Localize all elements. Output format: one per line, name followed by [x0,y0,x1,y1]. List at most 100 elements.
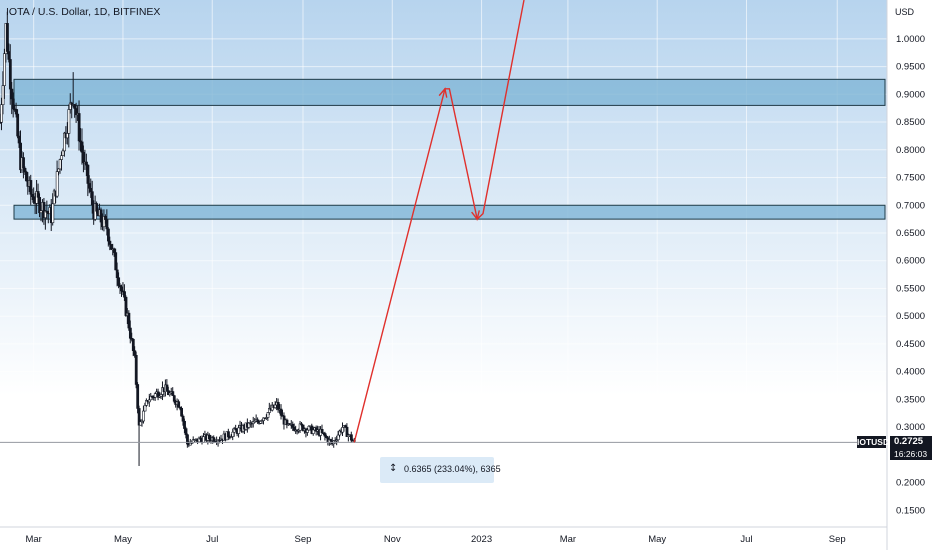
time-axis[interactable]: Mar May Jul Sep Nov 2023 Mar May Jul Sep [25,534,845,545]
candle-body [142,410,145,422]
time-tick-label: Jul [206,534,218,545]
candle-body [184,428,188,435]
candle-body [29,180,33,195]
price-tick-label: 0.7500 [896,173,925,184]
candle-body [181,415,185,422]
candle-body [202,436,205,443]
candle-body [208,434,211,440]
candle-body [311,429,315,434]
candle-body [86,164,90,184]
time-tick-label: Sep [295,534,312,545]
price-tick-label: 0.5000 [896,311,925,322]
price-tick-label: 0.4000 [896,367,925,378]
candle-body [180,407,183,417]
candle-body [85,161,88,166]
candle-body [171,391,175,396]
candle-body [276,401,280,410]
price-tick-label: 1.0000 [896,34,925,45]
candle-body [0,104,3,123]
candle-body [108,240,112,245]
candle-body [114,252,118,271]
time-tick-label: Sep [829,534,846,545]
candle-body [273,404,277,408]
candle-body [51,203,55,224]
symbol-label: IOTUSD [857,436,890,448]
candle-body [7,51,11,60]
candle-body [22,157,25,169]
price-tick-label: 0.1500 [896,505,925,516]
candle-body [345,426,349,437]
price-tick-label: 0.2000 [896,478,925,489]
candle-body [25,171,28,182]
price-tick-label: 0.8500 [896,117,925,128]
candle-body [1,85,5,105]
measure-text: 0.6365 (233.04%), 6365 [404,464,501,474]
candle-body [67,109,71,134]
candle-body [115,269,119,278]
candle-body [6,23,9,52]
candle-body [186,434,189,445]
candle-body [262,417,265,421]
time-tick-label: Mar [560,534,576,545]
candle-body [133,350,137,356]
candle-body [120,286,123,292]
candle-body [131,338,135,351]
candle-body [17,135,21,144]
candle-body [112,248,116,253]
price-tick-label: 0.6500 [896,228,925,239]
candle-body [99,209,103,223]
last-price-value: 0.2725 [894,436,924,447]
candle-body [341,427,345,433]
price-tick-label: 0.9500 [896,62,925,73]
candle-body [3,53,6,86]
candle-body [285,419,289,426]
candle-body [23,167,27,173]
candle-body [232,428,236,433]
projection-arrows[interactable] [353,0,525,443]
candle-body [61,150,65,156]
candle-body [8,59,12,90]
currency-label: USD [895,7,915,17]
candlestick-series [0,11,356,466]
price-axis[interactable]: 1.0000 0.9500 0.9000 0.8500 0.8000 0.7500 0.70… [896,34,925,517]
candle-body [172,395,176,402]
candle-body [39,210,43,214]
candle-body [349,434,353,441]
candle-body [127,312,131,329]
candle-body [266,412,270,418]
candle-body [320,429,324,433]
time-tick-label: Mar [25,534,41,545]
candle-body [279,408,283,416]
measure-tooltip: ↕ 0.6365 (233.04%), 6365 [380,457,501,483]
arrowhead-up [438,87,448,98]
candle-body [89,188,93,192]
projection-path [353,0,525,443]
candle-body [73,104,77,109]
time-tick-label: Nov [384,534,401,545]
candle-body [11,98,15,110]
candle-body [291,424,295,428]
last-price-badge: 0.2725 16:26:03 [890,436,932,460]
price-tick-label: 0.7000 [896,200,925,211]
price-tick-label: 0.3500 [896,394,925,405]
candle-body [212,437,216,442]
price-tick-label: 0.6000 [896,256,925,267]
price-tick-label: 0.8000 [896,145,925,156]
bar-countdown: 16:26:03 [894,449,928,459]
candle-body [30,193,34,198]
candle-body [105,219,109,230]
candle-body [14,108,18,115]
measure-range-icon: ↕ [389,463,398,474]
candle-body [32,196,36,203]
candle-body [107,228,110,242]
candle-body [55,171,59,197]
candle-body [177,401,181,408]
candle-body [60,155,63,160]
candle-body [137,408,141,426]
candle-body [256,419,260,423]
candle-body [80,141,84,153]
candle-body [153,393,157,398]
candle-body [136,384,140,409]
